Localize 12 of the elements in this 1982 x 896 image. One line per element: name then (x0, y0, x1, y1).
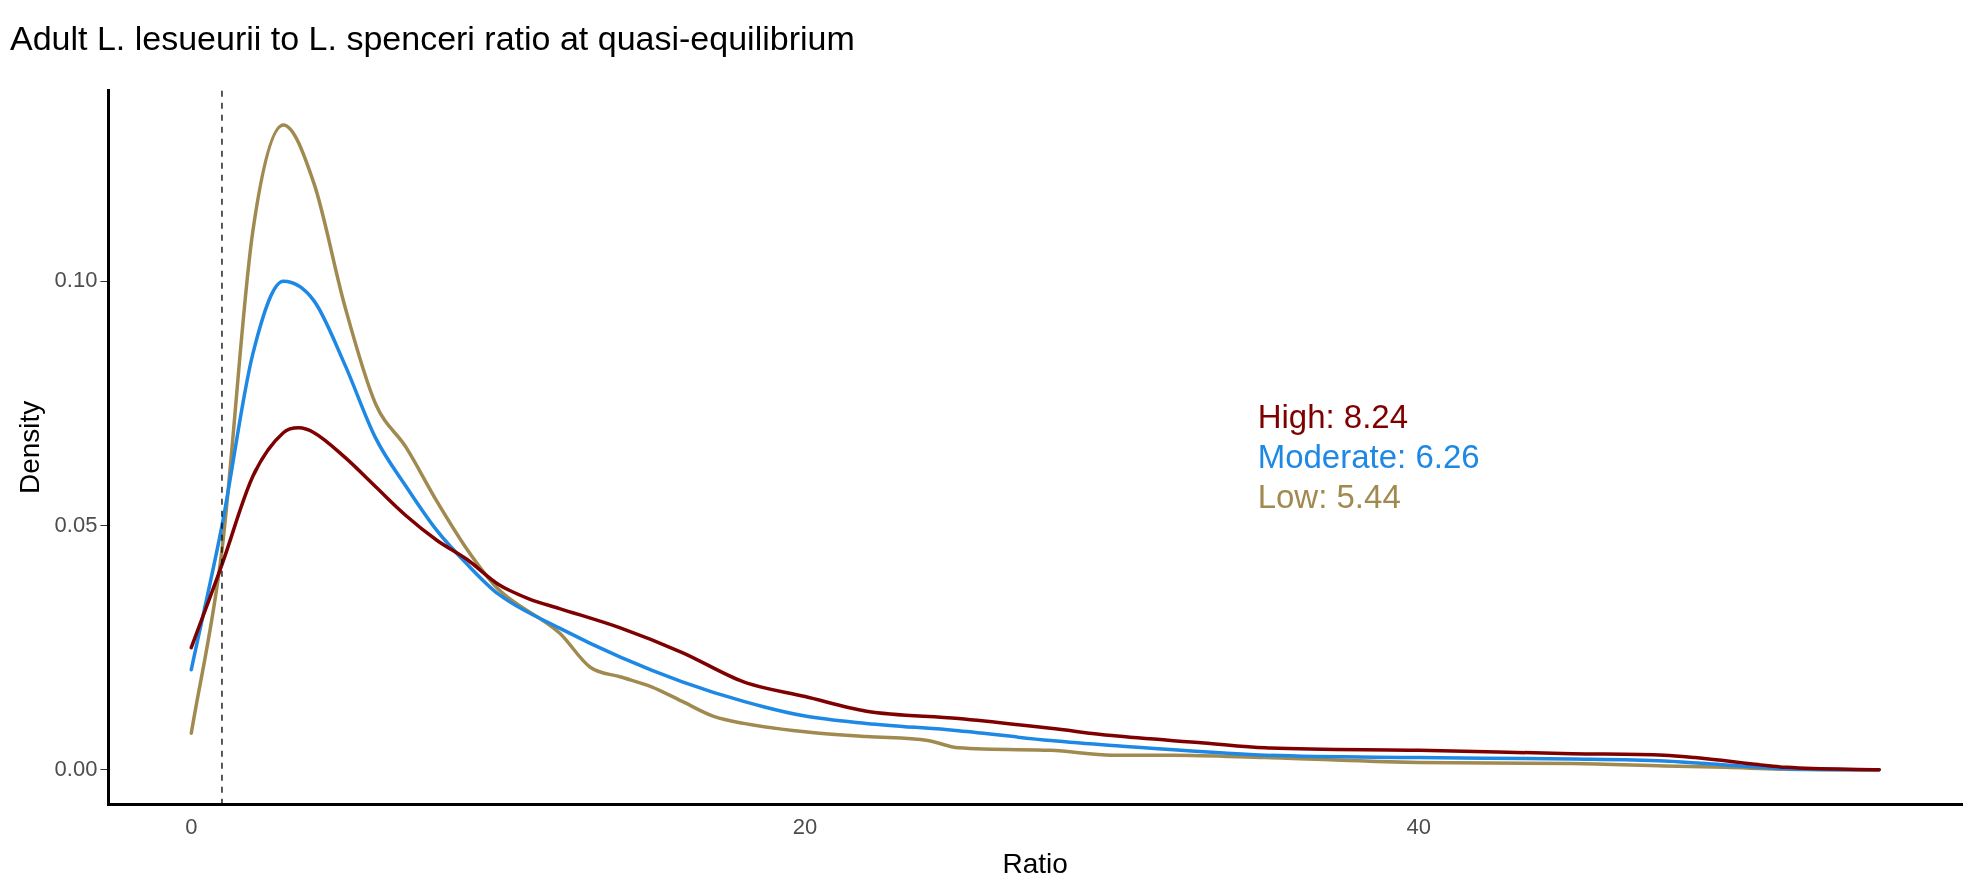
text: Moderate: 6.26 (1257, 437, 1480, 475)
y-axis-title: Density (13, 400, 45, 495)
x-tick-label: 20 (792, 814, 818, 840)
text: Low: 5.44 (1257, 477, 1401, 515)
chart-title: Adult L. lesueurii to L. spenceri ratio at quasi-equilibrium (10, 18, 855, 57)
text: High: 8.24 (1257, 397, 1409, 435)
x-axis-title: Ratio (1002, 847, 1068, 879)
y-tick-label: 0.10 (54, 267, 98, 293)
y-tick-label: 0.05 (54, 511, 98, 537)
x-tick-label: 0 (185, 814, 198, 840)
x-tick-label: 40 (1406, 814, 1432, 840)
y-tick-label: 0.00 (54, 755, 98, 781)
